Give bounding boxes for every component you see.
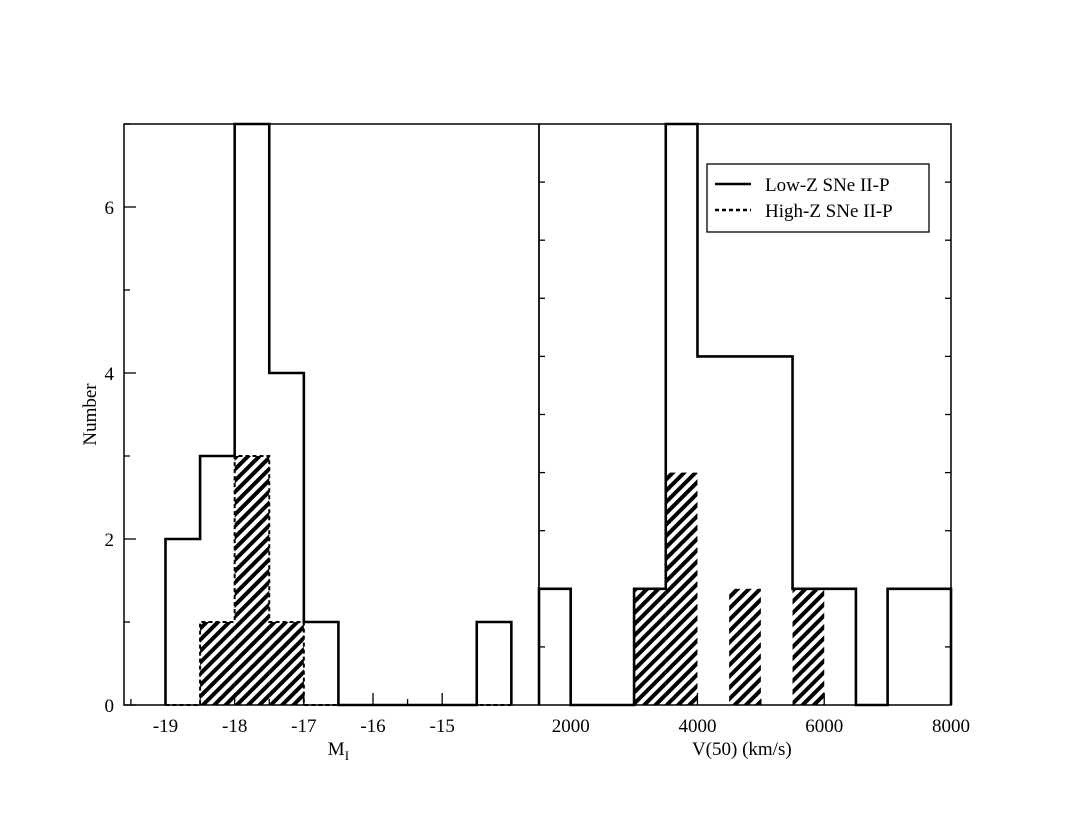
x-tick-label: 8000 xyxy=(932,716,970,737)
low-z-histogram-left xyxy=(164,122,513,707)
y-axis-label: Number xyxy=(80,383,101,446)
high-z-right-bar-1 xyxy=(665,472,698,705)
right-x-axis-label: V(50) (km/s) xyxy=(692,739,792,760)
y-tick-label: 0 xyxy=(105,696,115,717)
x-tick-label: -16 xyxy=(360,716,385,737)
legend-box xyxy=(706,163,930,233)
high-z-right-bar-3 xyxy=(729,588,761,705)
high-z-right-bar-5 xyxy=(792,588,825,705)
high-z-right-bar-0 xyxy=(634,588,666,705)
legend: Low-Z SNe II-P High-Z SNe II-P xyxy=(706,163,930,233)
magnitude-panel: -19 -18 -17 -16 -15 0 2 4 6 MI Number xyxy=(80,122,540,763)
left-y-ticks: 0 2 4 6 xyxy=(105,123,136,717)
x-tick-label: -18 xyxy=(222,716,247,737)
right-x-ticks: 2000 4000 6000 8000 xyxy=(552,693,970,737)
high-z-left-bar-1 xyxy=(200,622,235,705)
y-tick-label: 6 xyxy=(105,198,115,219)
left-x-axis-label: MI xyxy=(328,739,349,763)
legend-label-high-z: High-Z SNe II-P xyxy=(765,201,893,222)
y-tick-label: 4 xyxy=(105,364,115,385)
x-tick-label: -15 xyxy=(430,716,455,737)
left-plot-frame xyxy=(123,123,540,706)
x-tick-label: 2000 xyxy=(552,716,590,737)
y-tick-label: 2 xyxy=(105,530,115,551)
x-tick-label: -19 xyxy=(153,716,178,737)
x-tick-label: -17 xyxy=(291,716,316,737)
velocity-panel: 2000 4000 6000 8000 V(50) (km/s) xyxy=(537,122,970,760)
high-z-bars-left xyxy=(200,456,304,705)
left-x-ticks: -19 -18 -17 -16 -15 xyxy=(130,693,512,737)
x-tick-label: 4000 xyxy=(678,716,716,737)
high-z-left-bar-2 xyxy=(234,456,270,705)
high-z-bars-right xyxy=(634,472,825,705)
x-tick-label: 6000 xyxy=(805,716,843,737)
legend-label-low-z: Low-Z SNe II-P xyxy=(765,175,890,196)
high-z-left-bar-3 xyxy=(269,622,304,705)
right-y-ticks xyxy=(539,181,951,648)
